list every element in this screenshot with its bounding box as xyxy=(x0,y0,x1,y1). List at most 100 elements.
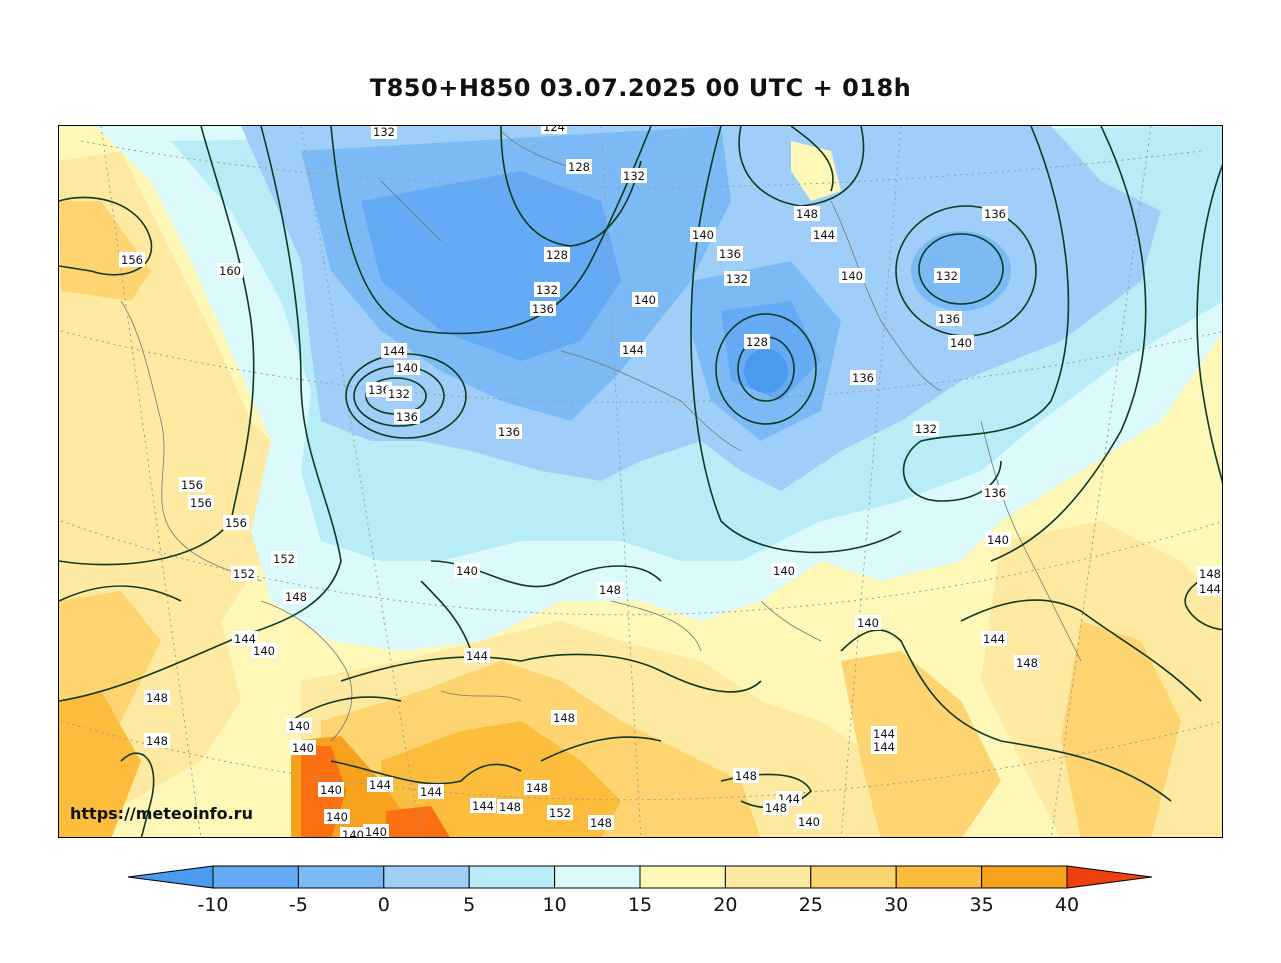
contour-label: 140 xyxy=(324,809,350,824)
contour-label-text: 148 xyxy=(1199,567,1221,581)
contour-label-bg xyxy=(871,739,897,754)
contour-label-bg xyxy=(871,726,897,741)
contour-label-bg xyxy=(366,382,392,397)
colorbar-segment xyxy=(383,865,470,889)
geopotential-contours xyxy=(59,126,1222,837)
contour-label: 144 xyxy=(871,739,897,754)
colorbar-segment xyxy=(297,865,385,889)
graticule xyxy=(60,126,1222,837)
contour-label-bg xyxy=(231,566,257,581)
contour-label-text: 156 xyxy=(225,516,247,530)
contour-label-text: 140 xyxy=(634,293,656,307)
contour-label-text: 144 xyxy=(873,727,895,741)
contour-label-text: 132 xyxy=(536,283,558,297)
contour-label: 148 xyxy=(1197,566,1222,581)
contour-label: 160 xyxy=(217,263,243,278)
colorbar-segment xyxy=(724,865,812,889)
contour-label-bg xyxy=(394,409,420,424)
contour-label-text: 144 xyxy=(383,344,405,358)
contour-label-text: 136 xyxy=(984,486,1006,500)
colorbar-tick-label: 25 xyxy=(799,894,823,916)
contour-label-bg xyxy=(855,615,881,630)
contour-label-bg xyxy=(913,421,939,436)
contour-label-text: 140 xyxy=(773,564,795,578)
contour-label-bg xyxy=(982,485,1008,500)
contour-label-bg xyxy=(470,798,496,813)
contour-label: 140 xyxy=(251,643,277,658)
contour-label: 140 xyxy=(796,814,822,829)
contour-label-text: 160 xyxy=(219,264,241,278)
contour-label-bg xyxy=(119,252,145,267)
contour-label: 136 xyxy=(394,409,420,424)
contour-label: 144 xyxy=(620,342,646,357)
contour-label-text: 148 xyxy=(765,801,787,815)
contour-label-bg xyxy=(717,246,743,261)
contour-label: 144 xyxy=(470,798,496,813)
contour-label-bg xyxy=(621,168,647,183)
contour-label: 132 xyxy=(371,126,397,139)
contour-label: 136 xyxy=(982,485,1008,500)
contour-label: 152 xyxy=(547,805,573,820)
contour-label-text: 140 xyxy=(950,336,972,350)
contour-label-bg xyxy=(934,268,960,283)
colorbar-tick-label: -10 xyxy=(197,894,228,916)
contour-label: 136 xyxy=(717,246,743,261)
contour-label-text: 144 xyxy=(622,343,644,357)
contour-label-bg xyxy=(551,710,577,725)
contour-label-text: 136 xyxy=(368,383,390,397)
contour-label: 132 xyxy=(621,168,647,183)
contour-label: 152 xyxy=(271,551,297,566)
contour-label: 140 xyxy=(855,615,881,630)
contour-label-bg xyxy=(363,824,389,837)
contour-label-bg xyxy=(324,809,350,824)
colorbar-tick-label: 30 xyxy=(884,894,908,916)
colorbar-tick-label: 15 xyxy=(628,894,652,916)
contour-label-text: 124 xyxy=(543,126,565,134)
contour-label-bg xyxy=(217,263,243,278)
contour-label-text: 148 xyxy=(553,711,575,725)
contour-label: 140 xyxy=(948,335,974,350)
contour-label-bg xyxy=(179,477,205,492)
contour-label: 140 xyxy=(690,227,716,242)
contour-label-text: 144 xyxy=(369,778,391,792)
contour-label: 140 xyxy=(318,782,344,797)
contour-label-text: 140 xyxy=(692,228,714,242)
contour-label: 132 xyxy=(534,282,560,297)
contour-label-bg xyxy=(318,782,344,797)
colorbar-segments xyxy=(127,865,1153,889)
colorbar-segment xyxy=(810,865,897,889)
contour-label-text: 156 xyxy=(121,253,143,267)
contour-label-text: 140 xyxy=(456,564,478,578)
contour-label-bg xyxy=(850,370,876,385)
contour-label-text: 136 xyxy=(532,302,554,316)
contour-label-bg xyxy=(566,159,592,174)
contour-label: 144 xyxy=(811,227,837,242)
contour-label-text: 144 xyxy=(472,799,494,813)
colorbar-segment xyxy=(212,865,299,889)
contour-labels: 132 1241281321561601281321361401361321401… xyxy=(119,126,1222,838)
colorbar-segment xyxy=(639,865,726,889)
contour-label: 140 xyxy=(394,360,420,375)
contour-label-bg xyxy=(588,815,614,830)
contour-label-bg xyxy=(232,631,258,646)
contour-label-text: 140 xyxy=(342,828,364,838)
contour-label: 144 xyxy=(367,777,393,792)
contour-label-bg xyxy=(340,827,366,837)
contour-label-bg xyxy=(541,126,567,134)
contour-label: 148 xyxy=(588,815,614,830)
contour-label-bg xyxy=(733,768,759,783)
contour-label: 144 xyxy=(871,726,897,741)
contour-label: 132 xyxy=(934,268,960,283)
contour-label-text: 152 xyxy=(549,806,571,820)
contour-label-text: 148 xyxy=(499,800,521,814)
contour-label: 144 xyxy=(1197,581,1222,596)
contour-label: 148 xyxy=(551,710,577,725)
contour-label: 144 xyxy=(232,631,258,646)
contour-label-text: 156 xyxy=(190,496,212,510)
contour-label: 156 xyxy=(179,477,205,492)
contour-label-bg xyxy=(839,268,865,283)
contour-label-bg xyxy=(690,227,716,242)
contour-label: 128 xyxy=(566,159,592,174)
contour-label-text: 144 xyxy=(1199,582,1221,596)
contour-label-bg xyxy=(534,282,560,297)
